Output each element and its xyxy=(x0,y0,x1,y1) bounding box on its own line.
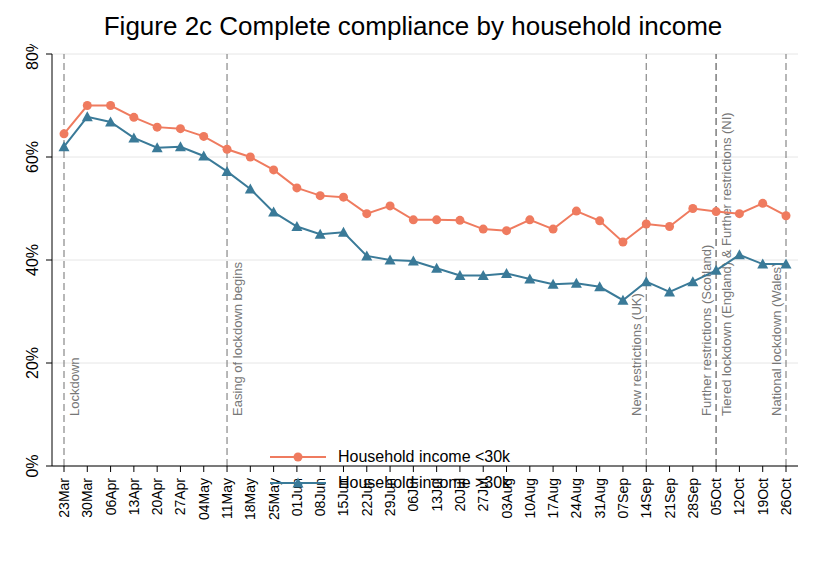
svg-text:14Sep: 14Sep xyxy=(638,478,654,519)
svg-text:26Oct: 26Oct xyxy=(778,478,794,515)
svg-text:Easing of lockdown begins: Easing of lockdown begins xyxy=(230,262,245,416)
svg-text:24Aug: 24Aug xyxy=(568,478,584,518)
svg-text:19Oct: 19Oct xyxy=(755,478,771,515)
svg-text:30Mar: 30Mar xyxy=(79,478,95,518)
svg-text:06Jul: 06Jul xyxy=(405,478,421,511)
svg-text:12Oct: 12Oct xyxy=(731,478,747,515)
svg-text:Further restrictions (Scotland: Further restrictions (Scotland) xyxy=(699,245,714,416)
svg-text:Lockdown: Lockdown xyxy=(67,357,82,416)
svg-text:08Jun: 08Jun xyxy=(312,478,328,516)
svg-text:22Jun: 22Jun xyxy=(359,478,375,516)
svg-text:18May: 18May xyxy=(242,478,258,520)
svg-text:03Aug: 03Aug xyxy=(499,478,515,518)
svg-text:40%: 40% xyxy=(24,244,41,276)
svg-text:01Jun: 01Jun xyxy=(289,478,305,516)
svg-text:20Apr: 20Apr xyxy=(149,478,165,516)
svg-text:31Aug: 31Aug xyxy=(592,478,608,518)
svg-text:27Jul: 27Jul xyxy=(475,478,491,511)
svg-text:06Apr: 06Apr xyxy=(103,478,119,516)
svg-text:25May: 25May xyxy=(266,478,282,520)
svg-text:29Jun: 29Jun xyxy=(382,478,398,516)
svg-text:05Oct: 05Oct xyxy=(708,478,724,515)
svg-text:20%: 20% xyxy=(24,347,41,379)
svg-text:13Apr: 13Apr xyxy=(126,478,142,516)
svg-text:80%: 80% xyxy=(24,44,41,70)
svg-text:21Sep: 21Sep xyxy=(662,478,678,519)
svg-text:New restrictions (UK): New restrictions (UK) xyxy=(629,293,644,416)
svg-text:13Jul: 13Jul xyxy=(429,478,445,511)
svg-text:04May: 04May xyxy=(196,478,212,520)
svg-text:15Jun: 15Jun xyxy=(335,478,351,516)
svg-text:27Apr: 27Apr xyxy=(172,478,188,516)
svg-text:60%: 60% xyxy=(24,141,41,173)
svg-text:07Sep: 07Sep xyxy=(615,478,631,519)
svg-text:National lockdown (Wales): National lockdown (Wales) xyxy=(769,263,784,416)
svg-text:23Mar: 23Mar xyxy=(56,478,72,518)
svg-text:17Aug: 17Aug xyxy=(545,478,561,518)
svg-text:20Jul: 20Jul xyxy=(452,478,468,511)
svg-text:10Aug: 10Aug xyxy=(522,478,538,518)
svg-text:0%: 0% xyxy=(24,454,41,477)
svg-text:11May: 11May xyxy=(219,478,235,519)
svg-text:28Sep: 28Sep xyxy=(685,478,701,519)
